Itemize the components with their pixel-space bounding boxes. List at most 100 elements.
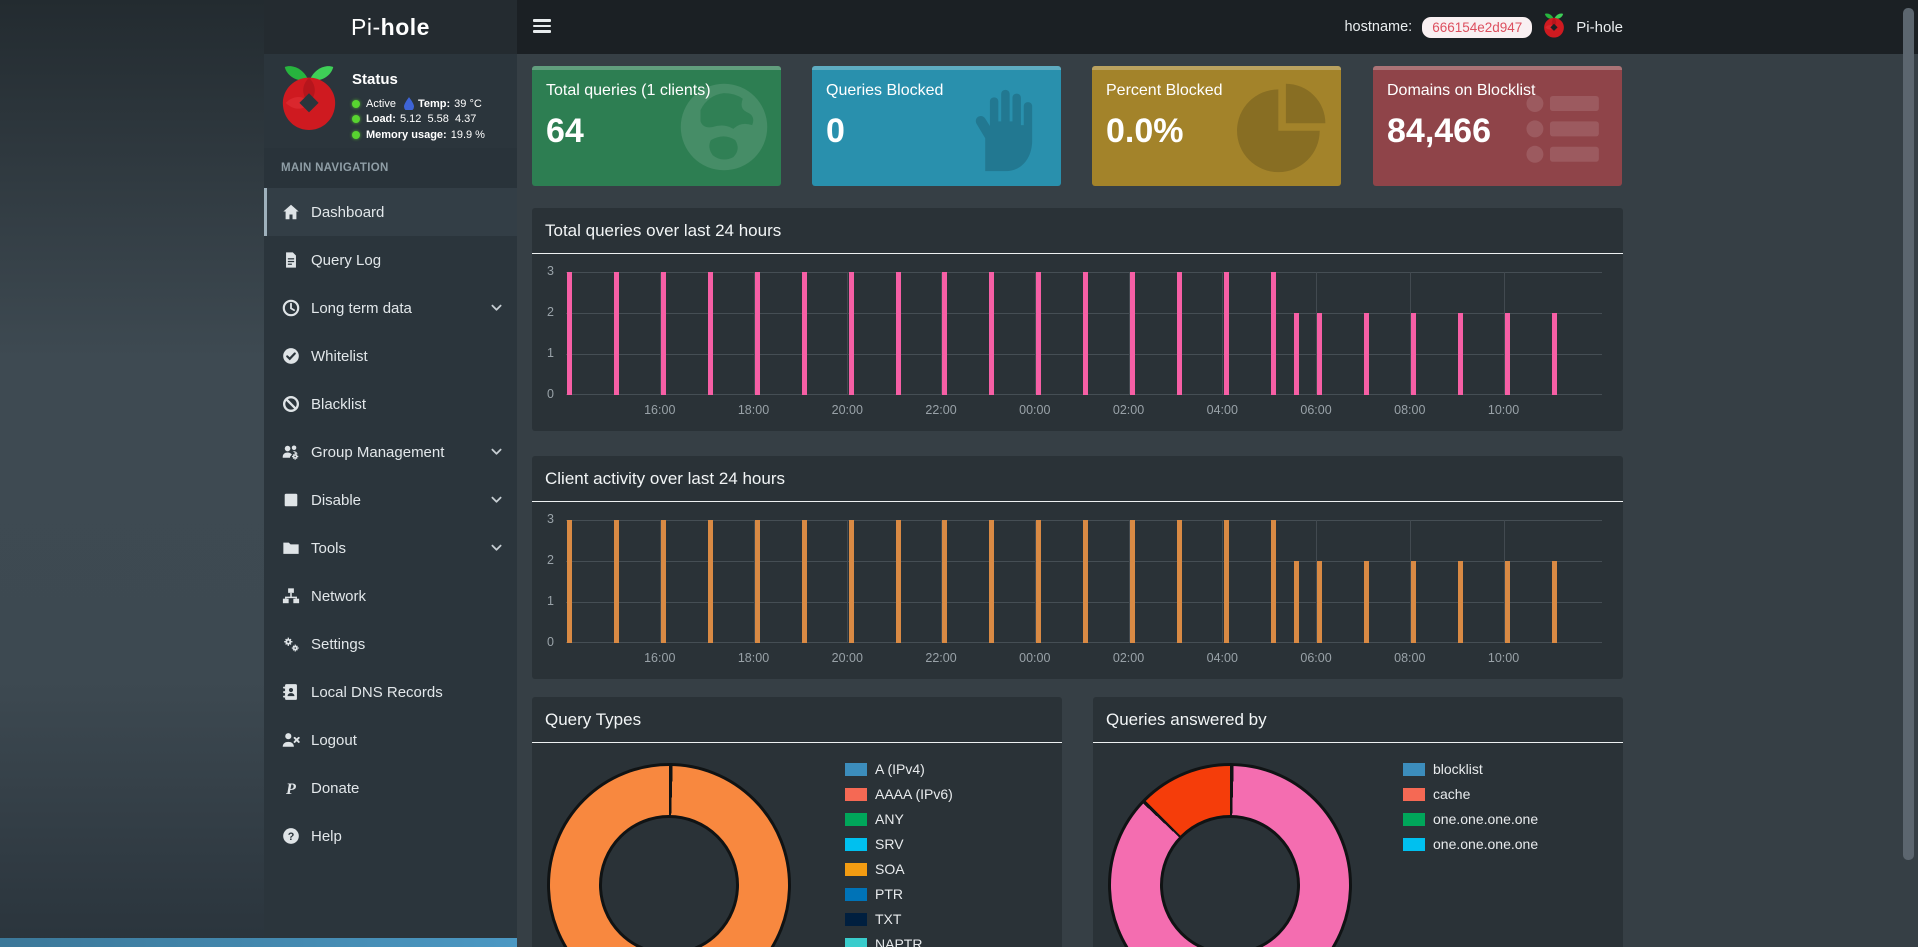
x-axis-tick: 20:00 bbox=[831, 651, 863, 665]
bar bbox=[1551, 561, 1557, 643]
bar bbox=[614, 272, 620, 395]
svg-text:P: P bbox=[285, 780, 296, 797]
card-value: 0.0% bbox=[1106, 112, 1184, 150]
y-axis-tick: 3 bbox=[547, 264, 554, 278]
bar bbox=[614, 520, 620, 643]
sidebar-item-network[interactable]: Network bbox=[264, 572, 517, 620]
legend-label: AAAA (IPv6) bbox=[875, 786, 953, 802]
bar bbox=[1504, 561, 1510, 643]
sidebar-item-query-log[interactable]: Query Log bbox=[264, 236, 517, 284]
legend-label: PTR bbox=[875, 886, 903, 902]
x-axis-tick: 06:00 bbox=[1300, 403, 1332, 417]
sidebar-item-local-dns-records[interactable]: Local DNS Records bbox=[264, 668, 517, 716]
bar bbox=[754, 520, 760, 643]
x-axis-tick: 20:00 bbox=[831, 403, 863, 417]
summary-card-domains-on-blocklist: Domains on Blocklist 84,466 bbox=[1373, 66, 1622, 186]
legend-swatch bbox=[845, 937, 867, 947]
bar bbox=[1176, 520, 1182, 643]
bar bbox=[1364, 561, 1370, 643]
sidebar-item-label: Group Management bbox=[311, 443, 445, 461]
logo-text-prefix: Pi- bbox=[351, 14, 381, 40]
chevron-down-icon bbox=[489, 444, 504, 459]
sidebar-toggle-button[interactable] bbox=[533, 19, 551, 35]
legend-item-cache[interactable]: cache bbox=[1403, 786, 1538, 802]
legend-item-txt[interactable]: TXT bbox=[845, 911, 953, 927]
pihole-logo-icon bbox=[278, 62, 340, 139]
y-axis-tick: 0 bbox=[547, 387, 554, 401]
scrollbar[interactable] bbox=[1903, 8, 1914, 860]
sidebar-item-tools[interactable]: Tools bbox=[264, 524, 517, 572]
bar bbox=[567, 520, 573, 643]
status-title: Status bbox=[352, 71, 398, 88]
query-types-panel: Query Types A (IPv4) AAAA (IPv6) ANY SRV SOA… bbox=[532, 697, 1062, 947]
ban-icon bbox=[281, 394, 301, 414]
sidebar-item-logout[interactable]: Logout bbox=[264, 716, 517, 764]
bar bbox=[1551, 313, 1557, 395]
sidebar-item-label: Query Log bbox=[311, 251, 382, 269]
sidebar-item-donate[interactable]: P Donate bbox=[264, 764, 517, 812]
x-axis-tick: 16:00 bbox=[644, 651, 676, 665]
legend-swatch bbox=[1403, 787, 1425, 801]
bar bbox=[1364, 313, 1370, 395]
summary-card-queries-blocked: Queries Blocked 0 bbox=[812, 66, 1061, 186]
panel-title: Client activity over last 24 hours bbox=[545, 468, 785, 488]
sidebar-item-label: Settings bbox=[311, 635, 366, 653]
sidebar-item-disable[interactable]: Disable bbox=[264, 476, 517, 524]
sidebar-item-group-management[interactable]: Group Management bbox=[264, 428, 517, 476]
legend-item-naptr[interactable]: NAPTR bbox=[845, 936, 953, 947]
legend-item-any[interactable]: ANY bbox=[845, 811, 953, 827]
sidebar-item-label: Local DNS Records bbox=[311, 683, 443, 701]
bar bbox=[1504, 313, 1510, 395]
temperature-icon bbox=[403, 97, 414, 111]
legend-item-one-one-one-one[interactable]: one.one.one.one bbox=[1403, 836, 1538, 852]
sidebar-item-dashboard[interactable]: Dashboard bbox=[264, 188, 517, 236]
card-title: Percent Blocked bbox=[1106, 82, 1223, 99]
globe-icon bbox=[677, 80, 771, 174]
queries-answered-doughnut-chart bbox=[1108, 763, 1352, 947]
sidebar-item-help[interactable]: ? Help bbox=[264, 812, 517, 860]
clock-icon bbox=[281, 298, 301, 318]
bar bbox=[1270, 520, 1276, 643]
legend-item-one-one-one-one[interactable]: one.one.one.one bbox=[1403, 811, 1538, 827]
card-title: Domains on Blocklist bbox=[1387, 82, 1536, 99]
legend-item-soa[interactable]: SOA bbox=[845, 861, 953, 877]
legend-label: cache bbox=[1433, 786, 1471, 802]
bar bbox=[1411, 313, 1417, 395]
check-circle-icon bbox=[281, 346, 301, 366]
legend-swatch bbox=[845, 912, 867, 926]
status-line-active: Active Temp: 39 °C bbox=[352, 96, 485, 112]
status-line-memory: Memory usage: 19.9 % bbox=[352, 127, 485, 143]
sidebar-item-settings[interactable]: Settings bbox=[264, 620, 517, 668]
status-dot-icon bbox=[352, 99, 360, 108]
bar bbox=[848, 272, 854, 395]
app-logo: Pi-hole bbox=[264, 0, 517, 54]
x-axis-tick: 08:00 bbox=[1394, 651, 1426, 665]
legend-item-aaaa-ipv6[interactable]: AAAA (IPv6) bbox=[845, 786, 953, 802]
sidebar-item-label: Disable bbox=[311, 491, 362, 509]
legend-label: SRV bbox=[875, 836, 904, 852]
total-queries-bar-chart: 0 1 2 3 16:00 18:00 20:00 22:00 00:00 02:00 04:00 0… bbox=[547, 264, 1602, 417]
legend-item-a-ipv4[interactable]: A (IPv4) bbox=[845, 761, 953, 777]
temp-value: 39 °C bbox=[454, 97, 482, 110]
sidebar-item-whitelist[interactable]: Whitelist bbox=[264, 332, 517, 380]
legend-item-blocklist[interactable]: blocklist bbox=[1403, 761, 1538, 777]
legend-swatch bbox=[1403, 762, 1425, 776]
sidebar-item-long-term-data[interactable]: Long term data bbox=[264, 284, 517, 332]
x-axis-tick: 02:00 bbox=[1112, 651, 1145, 665]
hostname-badge: 666154e2d947 bbox=[1422, 16, 1533, 38]
sidebar-item-blacklist[interactable]: Blacklist bbox=[264, 380, 517, 428]
sidebar: Status Active Temp: 39 °C Load: 5.12 5.5… bbox=[264, 54, 517, 947]
bar bbox=[754, 272, 760, 395]
logo-text-bold: hole bbox=[380, 14, 430, 40]
raspberry-icon bbox=[1542, 12, 1566, 43]
navbar-brand-text: Pi-hole bbox=[1576, 18, 1623, 36]
legend-item-ptr[interactable]: PTR bbox=[845, 886, 953, 902]
navbar-right-group: hostname: 666154e2d947 Pi-hole bbox=[1344, 0, 1623, 54]
content-area: Total queries (1 clients) 64 Queries Block… bbox=[517, 54, 1918, 947]
legend-item-srv[interactable]: SRV bbox=[845, 836, 953, 852]
bar bbox=[942, 272, 948, 395]
status-dot-icon bbox=[352, 130, 360, 139]
svg-text:?: ? bbox=[288, 831, 295, 843]
x-axis-tick: 00:00 bbox=[1019, 403, 1051, 417]
